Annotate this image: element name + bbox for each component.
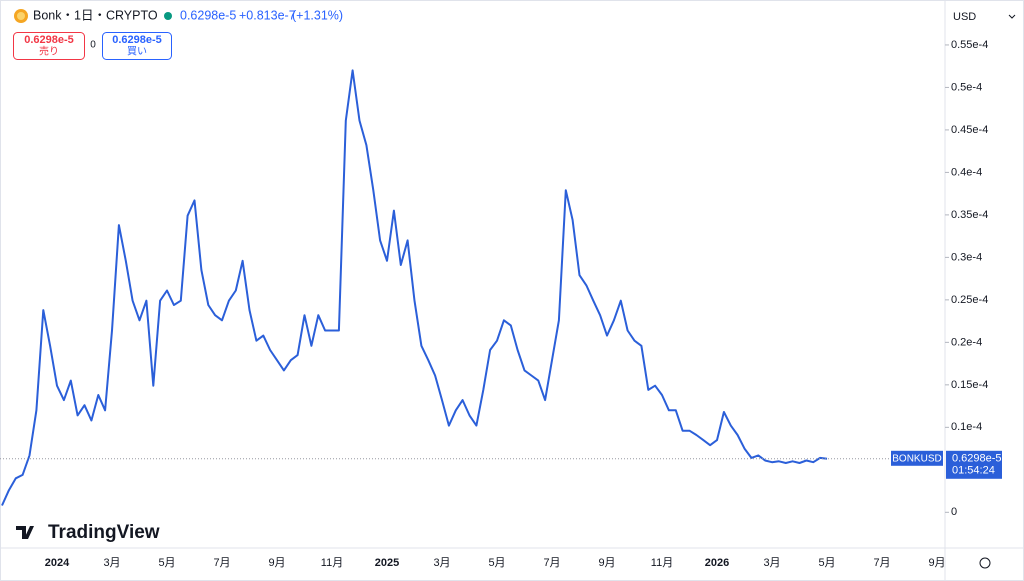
x-tick-label: 2024 [45, 557, 70, 569]
x-tick-label: 9月 [928, 557, 945, 569]
change: +0.813e-7 [239, 8, 296, 22]
sell-price: 0.6298e-5 [24, 34, 74, 46]
y-tick-label: 0.2e-4 [951, 336, 982, 348]
x-tick-label: 3月 [763, 557, 780, 569]
x-tick-label: 9月 [268, 557, 285, 569]
x-tick-label: 7月 [213, 557, 230, 569]
y-tick-label: 0.25e-4 [951, 294, 988, 306]
plot [0, 69, 945, 506]
currency-select[interactable] [947, 5, 1019, 29]
countdown: 01:54:24 [952, 465, 995, 477]
price: 0.6298e-5 [180, 8, 236, 22]
y-tick-label: 0 [951, 506, 957, 518]
symbol-tag [891, 450, 943, 466]
x-tick-label: 2026 [705, 557, 729, 569]
y-tick-label: 0.3e-4 [951, 251, 982, 263]
x-tick-label: 9月 [598, 557, 615, 569]
y-tick-label: 0.55e-4 [951, 39, 988, 51]
brand-logo [16, 526, 34, 539]
y-tick-label: 0.15e-4 [951, 379, 988, 391]
market-status [164, 12, 172, 20]
symbol-tag-label: BONKUSD [892, 453, 941, 464]
sell-label: 売り [39, 45, 59, 58]
x-tick-label: 5月 [818, 557, 835, 569]
x-tick-label: 3月 [103, 557, 120, 569]
sell-button[interactable] [13, 32, 85, 60]
symbol: Bonk・1日・CRYPTO [33, 8, 158, 22]
x-tick-label: 5月 [158, 557, 175, 569]
y-tick-label: 0.5e-4 [951, 81, 982, 93]
price-line [1, 69, 828, 506]
change-pct: (+1.31%) [292, 8, 343, 22]
price-tag [946, 450, 1002, 479]
x-tick-label: 7月 [543, 557, 560, 569]
x-tick-label: 2025 [375, 557, 399, 569]
coin-icon-inner [17, 12, 25, 20]
y-tick-label: 0.4e-4 [951, 166, 982, 178]
buy-price: 0.6298e-5 [112, 34, 162, 46]
x-tick-label: 7月 [873, 557, 890, 569]
spread: 0 [90, 40, 96, 51]
y-tick-label: 0.1e-4 [951, 421, 982, 433]
settings-icon[interactable] [979, 557, 991, 569]
x-tick-label: 11月 [651, 557, 673, 569]
buy-button[interactable] [102, 32, 172, 60]
dropdown-arrow [1008, 14, 1016, 19]
y-tick-label: 0.45e-4 [951, 124, 988, 136]
x-tick-label: 3月 [433, 557, 450, 569]
brand: TradingView [48, 522, 160, 543]
x-tick-label: 5月 [488, 557, 505, 569]
buy-label: 買い [127, 46, 147, 58]
y-tick-label: 0.35e-4 [951, 209, 988, 221]
x-tick-label: 11月 [321, 557, 343, 569]
currency: USD [953, 11, 976, 23]
price-tag-label: 0.6298e-5 [952, 453, 1002, 465]
